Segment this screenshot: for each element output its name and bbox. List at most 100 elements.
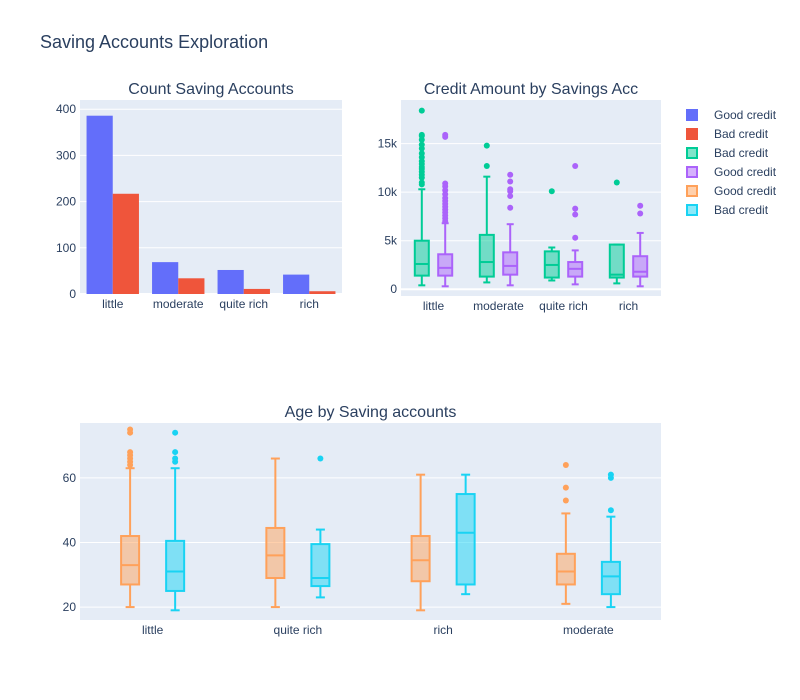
bar-good-little [86,115,113,294]
outlier-point [418,141,425,148]
legend-item[interactable]: Bad credit [684,124,776,143]
box-good-credit-little [120,426,141,609]
outlier-point [507,186,514,193]
x-tick-label: rich [433,623,452,637]
legend-swatch [686,165,698,178]
box-good-credit-quite-rich [265,457,286,609]
legend-item[interactable]: Good credit [684,162,776,181]
outlier-point [562,461,569,468]
outlier-point [507,204,514,211]
outlier-point [607,507,614,514]
y-tick-label: 300 [56,148,76,162]
box-bad-credit-little [165,429,186,612]
bar-good-quite-rich [217,269,244,294]
box-bad-credit-rich [608,179,625,285]
x-tick-label: quite rich [539,299,588,313]
box-bad-credit-quite-rich [310,455,331,599]
y-tick-label: 200 [56,195,76,209]
y-tick-label: 40 [63,535,77,549]
outlier-point [562,484,569,491]
y-tick-label: 15k [378,137,398,151]
y-tick-label: 5k [384,234,398,248]
chart-title: Credit Amount by Savings Acc [424,81,638,98]
y-tick-label: 60 [63,471,77,485]
x-tick-label: moderate [153,297,204,311]
outlier-point [442,180,449,187]
outlier-point [418,131,425,138]
outlier-point [317,455,324,462]
legend-swatch [686,127,698,140]
legend-swatch [686,108,698,121]
y-tick-label: 10k [378,185,398,199]
legend-label: Bad credit [714,145,769,160]
outlier-point [127,449,134,456]
box-bad-credit-moderate [478,142,495,284]
y-tick-label: 400 [56,102,76,116]
outlier-point [637,210,644,217]
y-tick-label: 0 [69,287,76,301]
outlier-point [548,188,555,195]
x-tick-label: moderate [473,299,524,313]
outlier-point [418,179,425,186]
legend-label: Good credit [714,164,777,179]
outlier-point [418,150,425,157]
legend-item[interactable]: Good credit [684,105,776,124]
y-tick-label: 20 [63,600,77,614]
y-tick-label: 100 [56,241,76,255]
legend-swatch [686,184,698,197]
outlier-point [572,234,579,241]
x-tick-label: little [102,297,124,311]
box-bad-credit-rich [455,473,476,596]
outlier-point [418,107,425,114]
bar-bad-rich [309,291,336,294]
page-title: Saving Accounts Exploration [40,32,269,52]
x-tick-label: little [423,299,445,313]
outlier-point [562,497,569,504]
legend-label: Bad credit [714,202,769,217]
outlier-point [607,471,614,478]
x-tick-label: quite rich [219,297,268,311]
legend-label: Good credit [714,107,777,122]
outlier-point [507,171,514,178]
outlier-point [172,455,179,462]
outlier-point [637,202,644,209]
outlier-point [507,193,514,200]
x-tick-label: rich [300,297,319,311]
outlier-point [507,178,514,185]
x-tick-label: moderate [563,623,614,637]
y-tick-label: 0 [390,282,397,296]
outlier-point [572,211,579,218]
outlier-point [572,205,579,212]
legend-item[interactable]: Good credit [684,181,776,200]
bar-bad-quite-rich [243,288,270,294]
legend-label: Good credit [714,183,777,198]
legend-swatch [686,146,698,159]
x-tick-label: little [142,623,164,637]
bar-bad-moderate [178,278,205,294]
legend-label: Bad credit [714,126,769,141]
box-good-credit-moderate [555,461,576,605]
legend-item[interactable]: Bad credit [684,143,776,162]
bar-good-rich [283,274,310,294]
bar-good-moderate [152,262,179,294]
box-good-credit-rich [632,202,649,288]
chart-title: Age by Saving accounts [285,404,457,421]
box-good-credit-moderate [502,171,519,287]
outlier-point [483,162,490,169]
outlier-point [483,142,490,149]
outlier-point [572,162,579,169]
legend-item[interactable]: Bad credit [684,200,776,219]
box-bad-credit-moderate [600,471,621,609]
outlier-point [613,179,620,186]
box-good-credit-rich [410,473,431,612]
legend-swatch [686,203,698,216]
outlier-point [442,131,449,138]
x-tick-label: quite rich [274,623,323,637]
outlier-point [172,429,179,436]
outlier-point [127,426,134,433]
box-bad-credit-little [413,107,430,287]
box-good-credit-quite-rich [567,162,584,286]
x-tick-label: rich [619,299,638,313]
box-bad-credit-quite-rich [543,188,560,282]
